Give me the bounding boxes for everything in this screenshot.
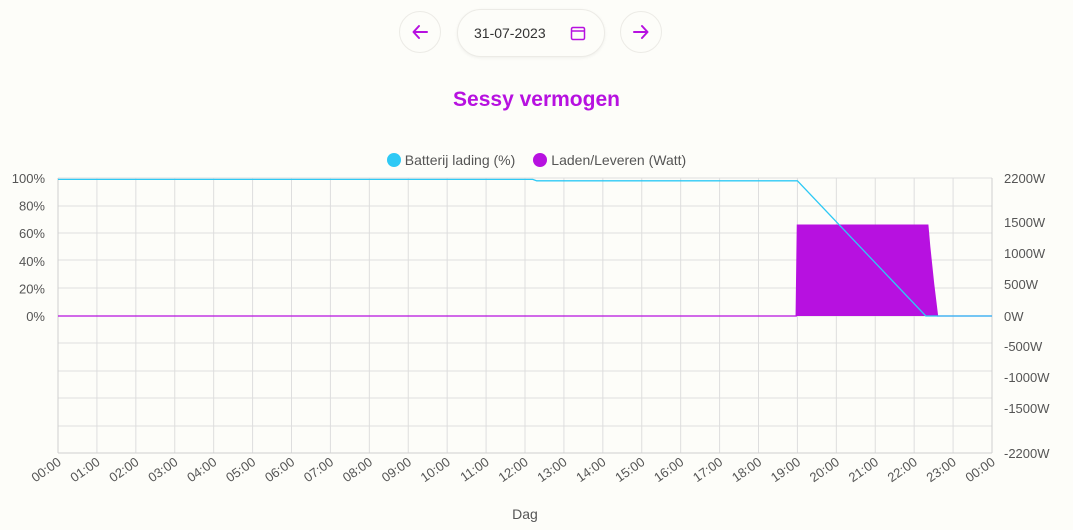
- x-tick-label: 16:00: [651, 454, 686, 485]
- x-tick-label: 07:00: [301, 454, 336, 485]
- x-tick-label: 19:00: [768, 454, 803, 485]
- y-left-tick-label: 60%: [19, 226, 45, 241]
- y-left-tick-label: 100%: [12, 171, 46, 186]
- y-right-tick-label: 500W: [1004, 277, 1039, 292]
- x-tick-label: 03:00: [145, 454, 180, 485]
- x-tick-label: 21:00: [846, 454, 881, 485]
- x-tick-label: 18:00: [729, 454, 764, 485]
- x-tick-label: 12:00: [495, 454, 530, 485]
- y-right-tick-label: 0W: [1004, 309, 1024, 324]
- legend-item-power[interactable]: Laden/Leveren (Watt): [533, 150, 686, 170]
- x-tick-label: 23:00: [924, 454, 959, 485]
- battery-series-line: [58, 178, 992, 317]
- y-left-tick-label: 80%: [19, 199, 45, 214]
- x-tick-label: 06:00: [262, 454, 297, 485]
- legend-swatch-power: [533, 153, 548, 167]
- power-series-line: [58, 224, 992, 317]
- y-right-tick-label: 2200W: [1004, 171, 1046, 186]
- next-day-button[interactable]: [620, 11, 662, 53]
- chart-title: Sessy vermogen: [453, 88, 620, 111]
- legend-label-power: Laden/Leveren (Watt): [551, 152, 687, 168]
- x-tick-label: 17:00: [690, 454, 725, 485]
- date-picker[interactable]: 31-07-2023: [457, 9, 605, 57]
- y-right-tick-label: -1500W: [1004, 401, 1050, 416]
- arrow-left-icon: [412, 25, 428, 39]
- y-left-tick-label: 20%: [19, 281, 45, 296]
- x-tick-label: 04:00: [184, 454, 219, 485]
- x-tick-label: 11:00: [457, 454, 491, 484]
- x-tick-label: 13:00: [534, 454, 569, 485]
- x-tick-label: 20:00: [807, 454, 842, 485]
- previous-day-button[interactable]: [399, 11, 441, 53]
- x-tick-label: 09:00: [379, 454, 414, 485]
- x-axis-label: Dag: [512, 506, 538, 522]
- x-tick-label: 02:00: [106, 454, 141, 485]
- y-right-tick-label: 1500W: [1004, 215, 1046, 230]
- x-tick-label: 10:00: [418, 454, 453, 485]
- y-left-tick-label: 0%: [26, 309, 45, 324]
- legend-label-battery: Batterij lading (%): [404, 152, 516, 168]
- chart-legend: Batterij lading (%) Laden/Leveren (Watt): [0, 150, 1073, 170]
- x-tick-label: 01:00: [67, 454, 102, 485]
- calendar-icon[interactable]: [570, 25, 586, 41]
- x-tick-label: 22:00: [885, 454, 920, 485]
- x-tick-label: 00:00: [962, 454, 997, 485]
- x-tick-label: 08:00: [340, 454, 375, 485]
- y-right-tick-label: -1000W: [1004, 370, 1050, 385]
- x-tick-label: 14:00: [573, 454, 608, 485]
- legend-swatch-battery: [386, 153, 401, 167]
- legend-item-battery[interactable]: Batterij lading (%): [386, 150, 516, 170]
- x-tick-label: 00:00: [28, 454, 63, 485]
- date-navigation: 31-07-2023: [0, 9, 1073, 57]
- arrow-right-icon: [633, 25, 649, 39]
- y-left-tick-label: 40%: [19, 254, 45, 269]
- x-tick-label: 05:00: [223, 454, 258, 485]
- y-right-tick-label: -500W: [1004, 339, 1043, 354]
- y-right-tick-label: 1000W: [1004, 246, 1046, 261]
- x-tick-label: 15:00: [612, 454, 647, 485]
- date-value: 31-07-2023: [474, 25, 546, 41]
- power-series-area: [58, 225, 992, 316]
- y-right-tick-label: -2200W: [1004, 446, 1050, 461]
